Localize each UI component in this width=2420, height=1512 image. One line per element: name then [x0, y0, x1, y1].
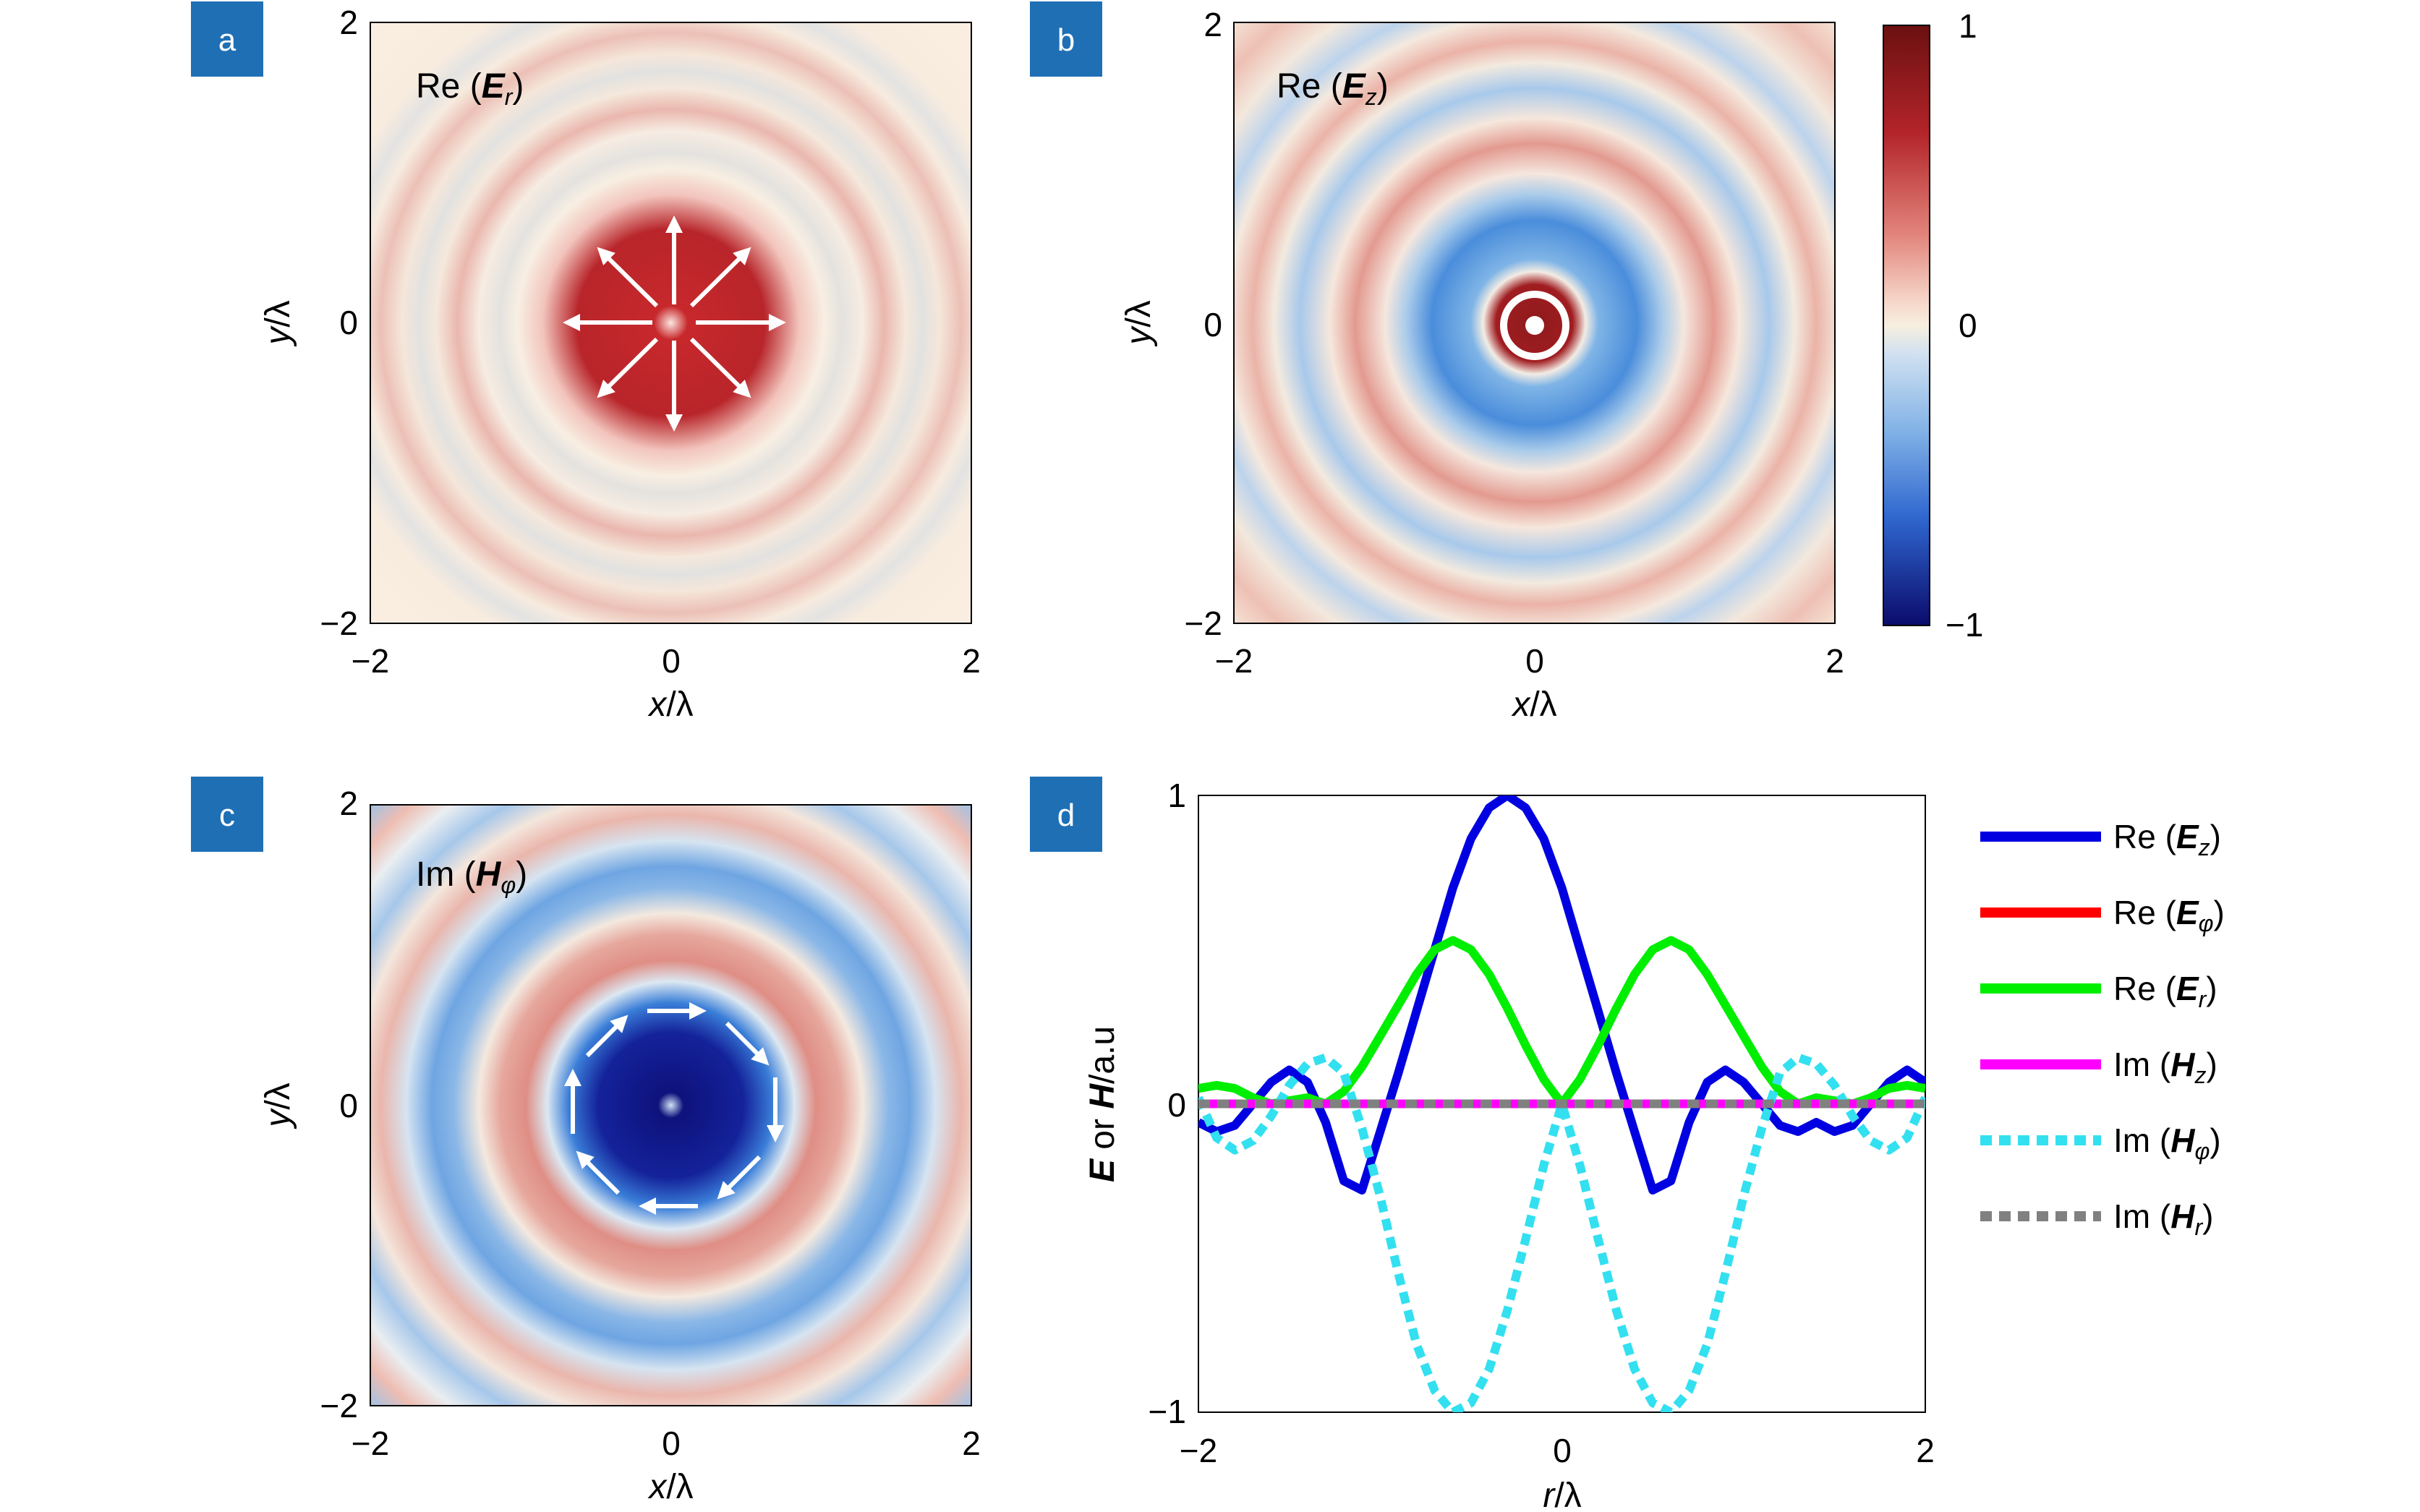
x-tick: 2 — [962, 642, 981, 680]
panel-d-label-bg — [1030, 777, 1102, 852]
panel-a-arrows — [563, 215, 786, 432]
y-tick: 0 — [1167, 1086, 1186, 1124]
panel-d: d −2 0 2 1 0 −1 r/λ E or H/a.u Re (Ez)Re… — [1030, 777, 2225, 1512]
legend-label: Im (Hφ) — [2113, 1122, 2221, 1164]
panel-b-annotation: Re (Ez) — [1277, 67, 1389, 110]
y-tick: 0 — [1203, 306, 1222, 343]
panel-c-annotation: Im (Hφ) — [416, 855, 527, 898]
panel-a: a Re (Er) −2 0 2 2 0 −2 x/λ y/λ — [191, 1, 981, 724]
colorbar — [1883, 25, 1930, 626]
legend-label: Im (Hr) — [2113, 1197, 2213, 1240]
colorbar-tick: 1 — [1959, 7, 1977, 45]
panel-d-ylabel: E or H/a.u — [1083, 1026, 1122, 1182]
panel-b-ylabel: y/λ — [1120, 300, 1158, 346]
x-tick: 2 — [1916, 1432, 1935, 1469]
legend-label: Re (Ez) — [2113, 818, 2221, 860]
colorbar-ticks: 1 0 −1 — [1946, 7, 1983, 644]
y-tick: −1 — [1149, 1393, 1186, 1430]
panel-b-xlabel: x/λ — [1511, 685, 1556, 724]
panel-d-xlabel: r/λ — [1543, 1477, 1581, 1512]
series-line-hφ — [1198, 1053, 1925, 1412]
y-tick: 1 — [1167, 777, 1186, 814]
x-tick: −2 — [352, 1425, 389, 1462]
x-tick: −2 — [352, 642, 389, 680]
panel-b-label: b — [1057, 22, 1075, 58]
panel-c-xlabel: x/λ — [647, 1468, 693, 1506]
y-tick: 0 — [339, 304, 358, 341]
panel-c-heatmap — [370, 804, 972, 1406]
panel-a-label: a — [218, 22, 237, 58]
x-tick: 0 — [1553, 1432, 1572, 1469]
panel-c-label: c — [219, 798, 235, 833]
panel-a-ylabel: y/λ — [259, 300, 297, 346]
y-tick: 2 — [1203, 6, 1222, 43]
x-tick: 0 — [1525, 642, 1544, 680]
panel-b-yticks: 2 0 −2 — [1185, 6, 1222, 642]
panel-b-xticks: −2 0 2 — [1215, 642, 1844, 680]
panel-a-label-bg — [191, 1, 263, 77]
colorbar-tick: −1 — [1946, 606, 1983, 644]
panel-d-xticks: −2 0 2 — [1180, 1432, 1935, 1469]
x-tick: 0 — [662, 642, 681, 680]
panel-c-arrows — [564, 1002, 784, 1215]
panel-c-yticks: 2 0 −2 — [320, 785, 358, 1425]
series-line-ez — [1198, 795, 1925, 1195]
colorbar-tick: 0 — [1959, 307, 1977, 344]
legend-label: Re (Er) — [2113, 970, 2217, 1012]
y-tick: −2 — [1185, 605, 1222, 642]
y-tick: 2 — [339, 785, 358, 822]
panel-d-label: d — [1057, 798, 1075, 833]
x-tick: −2 — [1215, 642, 1253, 680]
x-tick: 2 — [962, 1425, 981, 1462]
x-tick: 2 — [1825, 642, 1844, 680]
panel-a-annotation: Re (Er) — [416, 67, 524, 110]
x-tick: 0 — [662, 1425, 681, 1462]
panel-a-xlabel: x/λ — [647, 685, 693, 724]
panel-c-label-bg — [191, 777, 263, 852]
panel-c-ylabel: y/λ — [259, 1082, 297, 1129]
x-tick: −2 — [1180, 1432, 1217, 1469]
panel-d-series — [1198, 795, 1925, 1412]
panel-a-yticks: 2 0 −2 — [320, 4, 358, 642]
panel-b-label-bg — [1030, 1, 1102, 77]
y-tick: 0 — [339, 1087, 358, 1124]
panel-c-xticks: −2 0 2 — [352, 1425, 981, 1462]
legend-label: Re (Eφ) — [2113, 894, 2225, 936]
panel-a-heatmap — [370, 22, 972, 624]
legend: Re (Ez) Re (Eφ) Re (Er) Im (Hz) Im (Hφ) Im (H… — [1980, 818, 2225, 1240]
y-tick: 2 — [339, 4, 358, 41]
center-ring-marker — [1500, 291, 1569, 360]
panel-c: c Im (Hφ) −2 0 2 2 0 −2 x/λ y/λ — [191, 777, 981, 1506]
y-tick: −2 — [320, 1387, 358, 1425]
center-dot-marker — [1525, 316, 1544, 335]
panel-b: b Re (Ez) −2 0 2 2 0 −2 x/λ y/λ 1 0 −1 — [1030, 1, 1983, 724]
panel-a-xticks: −2 0 2 — [352, 642, 981, 680]
panel-d-yticks: 1 0 −1 — [1149, 777, 1186, 1430]
y-tick: −2 — [320, 605, 358, 642]
legend-label: Im (Hz) — [2113, 1046, 2217, 1088]
